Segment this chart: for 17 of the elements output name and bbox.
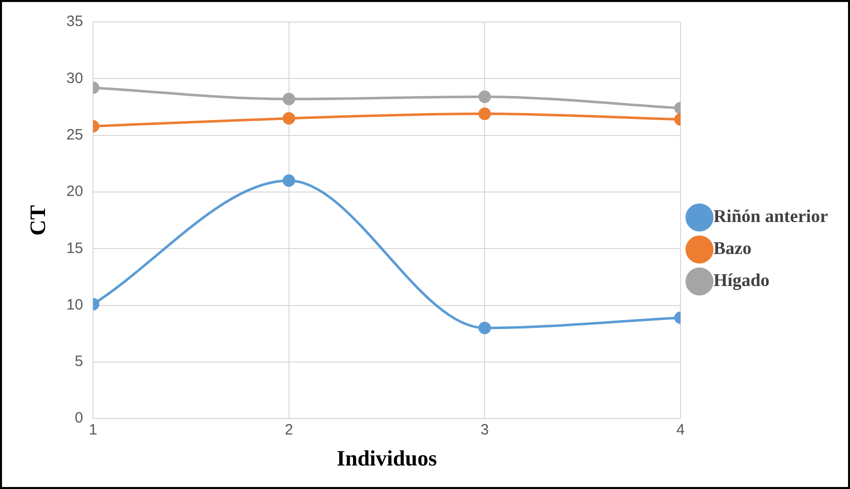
x-tick-label: 3 — [480, 422, 489, 439]
y-tick-label: 35 — [66, 13, 84, 30]
legend-label: Bazo — [714, 238, 752, 258]
legend-label: Hígado — [714, 270, 770, 290]
y-tick-label: 10 — [66, 296, 84, 314]
legend-label: Riñón anterior — [714, 206, 828, 226]
x-tick-label: 2 — [284, 422, 294, 439]
y-axis-title: CT — [24, 204, 50, 236]
y-tick-label: 0 — [74, 410, 84, 427]
x-tick-label: 1 — [88, 422, 98, 439]
y-tick-label: 5 — [74, 353, 84, 370]
y-tick-label: 15 — [66, 240, 84, 257]
y-tick-label: 30 — [66, 70, 84, 87]
y-tick-label: 25 — [66, 126, 84, 144]
x-axis-title: Individuos — [336, 445, 438, 470]
y-tick-label: 20 — [66, 183, 84, 200]
x-tick-label: 4 — [676, 422, 685, 439]
